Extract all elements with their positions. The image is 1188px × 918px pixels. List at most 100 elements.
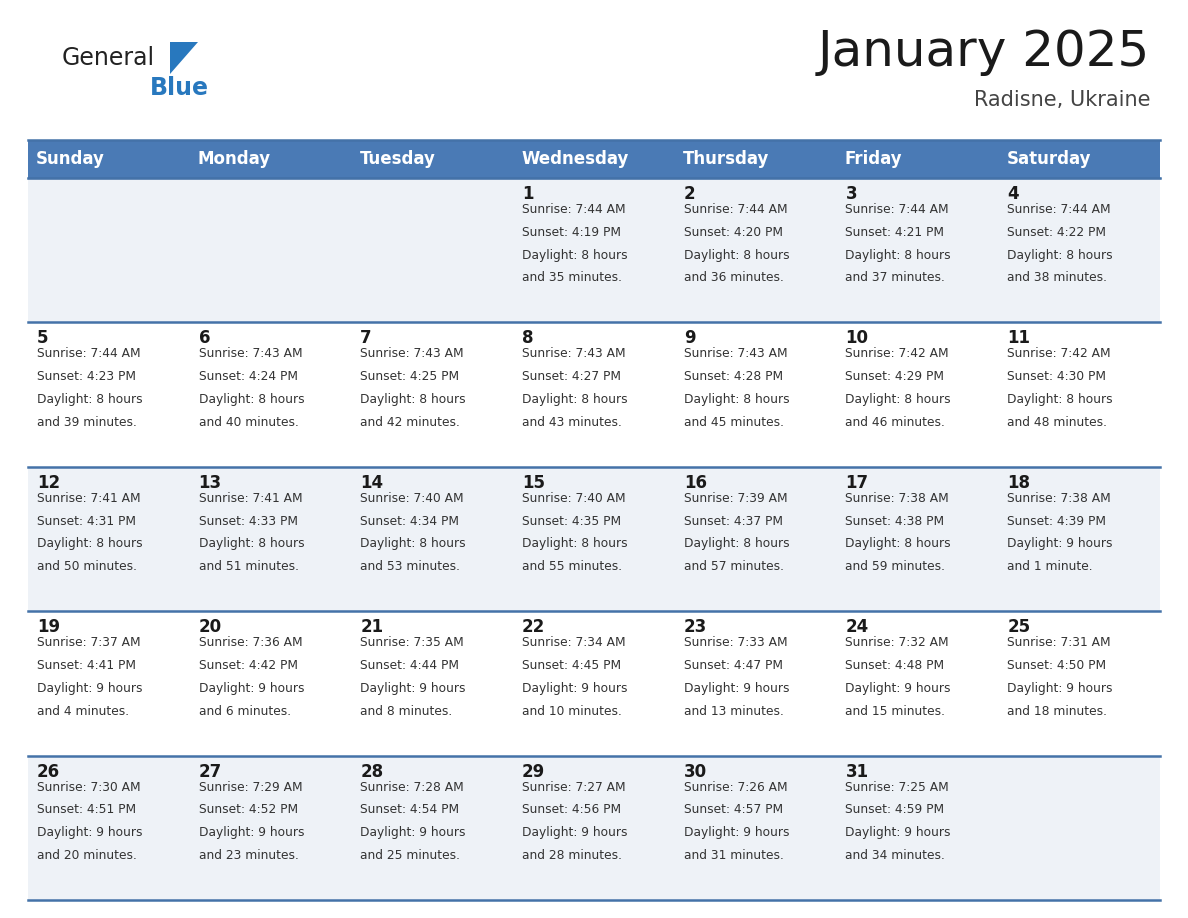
Text: Daylight: 9 hours: Daylight: 9 hours — [1007, 537, 1113, 551]
Text: and 50 minutes.: and 50 minutes. — [37, 560, 137, 573]
Text: 16: 16 — [684, 474, 707, 492]
Text: Sunrise: 7:27 AM: Sunrise: 7:27 AM — [522, 780, 626, 793]
Text: Daylight: 9 hours: Daylight: 9 hours — [198, 682, 304, 695]
Text: Daylight: 8 hours: Daylight: 8 hours — [37, 537, 143, 551]
Text: 17: 17 — [846, 474, 868, 492]
Text: Monday: Monday — [197, 150, 271, 168]
Text: Daylight: 8 hours: Daylight: 8 hours — [522, 537, 627, 551]
Text: Sunset: 4:59 PM: Sunset: 4:59 PM — [846, 803, 944, 816]
Text: Sunset: 4:28 PM: Sunset: 4:28 PM — [684, 370, 783, 383]
Text: Sunrise: 7:43 AM: Sunrise: 7:43 AM — [360, 347, 465, 361]
Text: 20: 20 — [198, 618, 222, 636]
Text: Sunset: 4:50 PM: Sunset: 4:50 PM — [1007, 659, 1106, 672]
Text: Daylight: 9 hours: Daylight: 9 hours — [684, 682, 789, 695]
Text: Sunrise: 7:29 AM: Sunrise: 7:29 AM — [198, 780, 302, 793]
Text: and 43 minutes.: and 43 minutes. — [522, 416, 621, 429]
Text: Sunset: 4:25 PM: Sunset: 4:25 PM — [360, 370, 460, 383]
Text: and 45 minutes.: and 45 minutes. — [684, 416, 784, 429]
Text: and 42 minutes.: and 42 minutes. — [360, 416, 460, 429]
Text: 28: 28 — [360, 763, 384, 780]
Text: and 35 minutes.: and 35 minutes. — [522, 272, 623, 285]
Text: 2: 2 — [684, 185, 695, 203]
Text: and 51 minutes.: and 51 minutes. — [198, 560, 298, 573]
Text: Daylight: 8 hours: Daylight: 8 hours — [360, 537, 466, 551]
Text: Daylight: 9 hours: Daylight: 9 hours — [360, 682, 466, 695]
Text: Sunrise: 7:44 AM: Sunrise: 7:44 AM — [37, 347, 140, 361]
Text: Daylight: 9 hours: Daylight: 9 hours — [37, 826, 143, 839]
Text: Sunset: 4:22 PM: Sunset: 4:22 PM — [1007, 226, 1106, 239]
Text: Sunrise: 7:40 AM: Sunrise: 7:40 AM — [522, 492, 626, 505]
Bar — [29, 322, 1159, 466]
Text: Sunrise: 7:43 AM: Sunrise: 7:43 AM — [522, 347, 626, 361]
Text: and 18 minutes.: and 18 minutes. — [1007, 705, 1107, 718]
Text: Sunset: 4:19 PM: Sunset: 4:19 PM — [522, 226, 621, 239]
Text: Sunset: 4:57 PM: Sunset: 4:57 PM — [684, 803, 783, 816]
Text: 9: 9 — [684, 330, 695, 347]
Text: Sunrise: 7:35 AM: Sunrise: 7:35 AM — [360, 636, 465, 649]
Text: 29: 29 — [522, 763, 545, 780]
Text: and 15 minutes.: and 15 minutes. — [846, 705, 946, 718]
Bar — [513, 140, 675, 178]
Text: Daylight: 8 hours: Daylight: 8 hours — [684, 249, 789, 262]
Text: Sunrise: 7:44 AM: Sunrise: 7:44 AM — [846, 203, 949, 216]
Bar — [836, 140, 998, 178]
Text: Daylight: 8 hours: Daylight: 8 hours — [37, 393, 143, 406]
Text: Saturday: Saturday — [1006, 150, 1091, 168]
Text: and 34 minutes.: and 34 minutes. — [846, 849, 946, 862]
Text: 13: 13 — [198, 474, 222, 492]
Text: and 28 minutes.: and 28 minutes. — [522, 849, 623, 862]
Bar — [29, 140, 190, 178]
Text: 21: 21 — [360, 618, 384, 636]
Text: Daylight: 8 hours: Daylight: 8 hours — [1007, 393, 1113, 406]
Text: Sunrise: 7:38 AM: Sunrise: 7:38 AM — [1007, 492, 1111, 505]
Text: Sunset: 4:35 PM: Sunset: 4:35 PM — [522, 515, 621, 528]
Text: Sunset: 4:45 PM: Sunset: 4:45 PM — [522, 659, 621, 672]
Text: and 36 minutes.: and 36 minutes. — [684, 272, 784, 285]
Text: 4: 4 — [1007, 185, 1019, 203]
Text: Sunset: 4:41 PM: Sunset: 4:41 PM — [37, 659, 135, 672]
Text: Sunrise: 7:43 AM: Sunrise: 7:43 AM — [684, 347, 788, 361]
Text: Sunrise: 7:26 AM: Sunrise: 7:26 AM — [684, 780, 788, 793]
Text: and 59 minutes.: and 59 minutes. — [846, 560, 946, 573]
Text: Sunrise: 7:25 AM: Sunrise: 7:25 AM — [846, 780, 949, 793]
Text: and 1 minute.: and 1 minute. — [1007, 560, 1093, 573]
Text: 8: 8 — [522, 330, 533, 347]
Text: and 37 minutes.: and 37 minutes. — [846, 272, 946, 285]
Text: 26: 26 — [37, 763, 61, 780]
Text: Daylight: 8 hours: Daylight: 8 hours — [360, 393, 466, 406]
Text: Daylight: 9 hours: Daylight: 9 hours — [846, 682, 950, 695]
Text: and 39 minutes.: and 39 minutes. — [37, 416, 137, 429]
Text: Sunrise: 7:40 AM: Sunrise: 7:40 AM — [360, 492, 465, 505]
Text: and 13 minutes.: and 13 minutes. — [684, 705, 784, 718]
Text: Sunrise: 7:31 AM: Sunrise: 7:31 AM — [1007, 636, 1111, 649]
Text: Sunset: 4:42 PM: Sunset: 4:42 PM — [198, 659, 298, 672]
Text: Daylight: 9 hours: Daylight: 9 hours — [522, 682, 627, 695]
Text: and 6 minutes.: and 6 minutes. — [198, 705, 291, 718]
Text: Sunset: 4:38 PM: Sunset: 4:38 PM — [846, 515, 944, 528]
Text: Sunset: 4:30 PM: Sunset: 4:30 PM — [1007, 370, 1106, 383]
Bar — [352, 140, 513, 178]
Text: 31: 31 — [846, 763, 868, 780]
Text: Sunset: 4:47 PM: Sunset: 4:47 PM — [684, 659, 783, 672]
Text: Daylight: 8 hours: Daylight: 8 hours — [198, 393, 304, 406]
Text: 5: 5 — [37, 330, 49, 347]
Text: and 31 minutes.: and 31 minutes. — [684, 849, 784, 862]
Bar — [675, 140, 836, 178]
Text: 25: 25 — [1007, 618, 1030, 636]
Text: Sunrise: 7:42 AM: Sunrise: 7:42 AM — [846, 347, 949, 361]
Text: 18: 18 — [1007, 474, 1030, 492]
Text: Sunrise: 7:41 AM: Sunrise: 7:41 AM — [198, 492, 302, 505]
Text: Sunday: Sunday — [36, 150, 105, 168]
Text: Sunset: 4:54 PM: Sunset: 4:54 PM — [360, 803, 460, 816]
Bar — [29, 466, 1159, 611]
Text: Sunrise: 7:33 AM: Sunrise: 7:33 AM — [684, 636, 788, 649]
Text: Sunrise: 7:44 AM: Sunrise: 7:44 AM — [522, 203, 626, 216]
Text: 10: 10 — [846, 330, 868, 347]
Text: General: General — [62, 46, 156, 70]
Text: Daylight: 8 hours: Daylight: 8 hours — [846, 249, 952, 262]
Text: 7: 7 — [360, 330, 372, 347]
Text: Blue: Blue — [150, 76, 209, 100]
Text: and 46 minutes.: and 46 minutes. — [846, 416, 946, 429]
Text: 12: 12 — [37, 474, 61, 492]
Text: Sunset: 4:29 PM: Sunset: 4:29 PM — [846, 370, 944, 383]
